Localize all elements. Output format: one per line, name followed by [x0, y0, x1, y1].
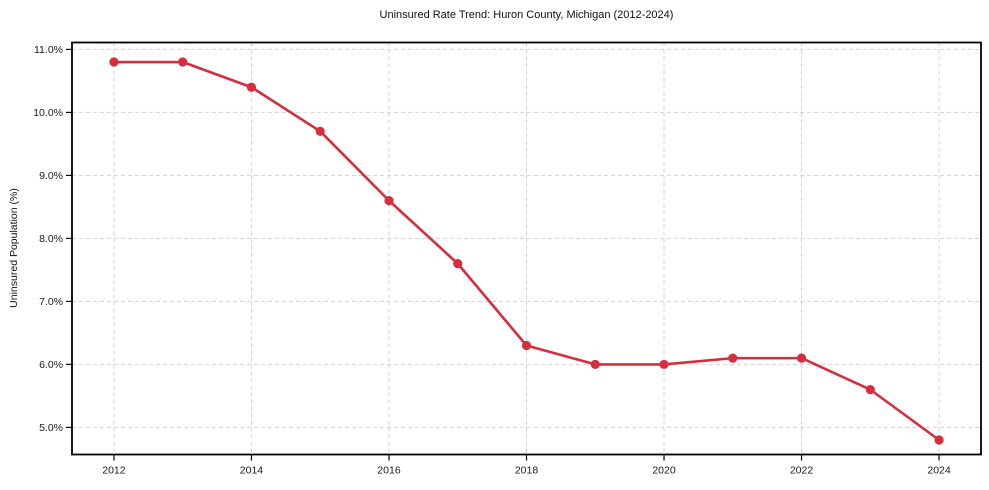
- data-point-marker: [934, 435, 944, 445]
- data-point-marker: [796, 353, 807, 363]
- trend-line: [112, 60, 941, 442]
- data-point-marker: [246, 82, 257, 92]
- x-tick-label: 2018: [515, 465, 539, 477]
- data-point-marker: [453, 259, 463, 269]
- data-point-marker: [521, 340, 532, 351]
- data-point-marker: [315, 126, 325, 136]
- data-point-marker: [178, 57, 188, 67]
- data-point-marker: [728, 353, 738, 363]
- chart-title: Uninsured Rate Trend: Huron County, Mich…: [379, 9, 674, 21]
- data-point-marker: [865, 385, 875, 395]
- x-tick-label: 2012: [102, 465, 126, 477]
- data-point-marker: [109, 57, 119, 67]
- y-tick-label: 5.0%: [39, 422, 63, 434]
- x-tick-label: 2020: [652, 465, 676, 477]
- y-tick-label: 6.0%: [39, 359, 63, 371]
- data-point-marker: [590, 359, 600, 370]
- data-point-marker: [659, 359, 669, 370]
- y-tick-label: 11.0%: [34, 44, 63, 56]
- x-tick-label: 2014: [240, 465, 264, 477]
- y-tick-label: 8.0%: [39, 233, 63, 245]
- y-tick-label: 7.0%: [39, 296, 63, 308]
- data-point-marker: [384, 196, 394, 206]
- y-tick-label: 10.0%: [33, 107, 63, 119]
- x-tick-label: 2022: [790, 465, 814, 477]
- x-tick-label: 2016: [377, 465, 401, 477]
- x-tick-label: 2024: [927, 465, 951, 477]
- y-tick-label: 9.0%: [39, 170, 63, 182]
